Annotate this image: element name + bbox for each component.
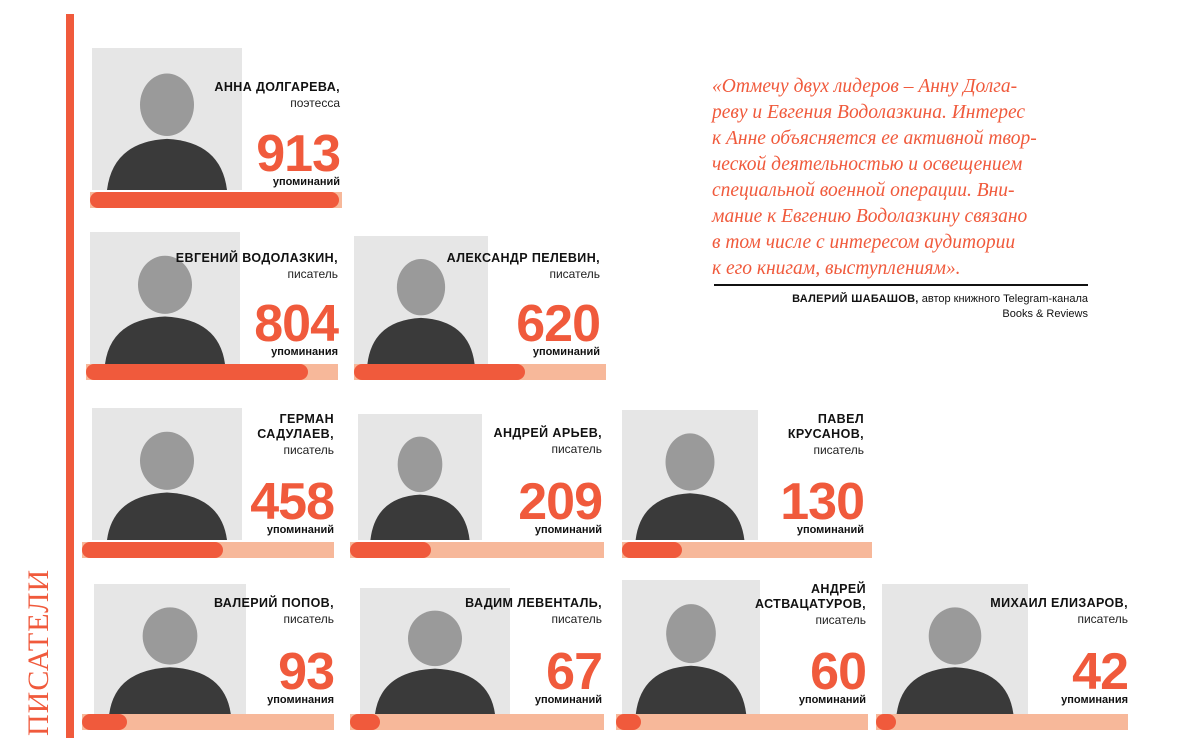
mentions-bar-track — [86, 364, 338, 380]
mentions-bar-fill — [616, 714, 641, 730]
writer-role: писатель — [551, 442, 602, 456]
mentions-bar-track — [82, 714, 334, 730]
writer-photo — [358, 414, 482, 540]
mentions-bar-track — [876, 714, 1128, 730]
mentions-count: 130 — [780, 473, 865, 531]
mentions-bar-fill — [82, 542, 223, 558]
mentions-count: 67 — [546, 643, 603, 701]
writer-photo — [94, 584, 246, 714]
mentions-unit: упоминаний — [534, 694, 602, 706]
mentions-unit: упоминаний — [796, 524, 864, 536]
mentions-unit: упоминания — [271, 346, 338, 358]
writer-photo — [622, 410, 758, 540]
writer-photo — [92, 408, 242, 540]
writer-name: АНДРЕЙ АСТВАЦАТУРОВ, — [754, 582, 866, 611]
writer-role: писатель — [815, 613, 866, 627]
mentions-unit: упоминаний — [532, 346, 600, 358]
writer-role: писатель — [813, 443, 864, 457]
portrait-icon — [358, 414, 482, 540]
quote-author-role: автор книжного Telegram-канала — [918, 293, 1088, 305]
writer-photo — [360, 588, 510, 714]
mentions-bar-fill — [622, 542, 682, 558]
mentions-bar-track — [90, 192, 342, 208]
mentions-count: 60 — [810, 643, 867, 701]
quote-author: ВАЛЕРИЙ ШАБАШОВ, — [792, 293, 919, 305]
mentions-bar-fill — [354, 364, 525, 380]
mentions-bar-track — [622, 542, 872, 558]
quote-author-channel: Books & Reviews — [1002, 308, 1088, 320]
mentions-count: 620 — [516, 295, 601, 353]
writer-role: писатель — [283, 612, 334, 626]
mentions-bar-fill — [86, 364, 308, 380]
writer-name: АННА ДОЛГАРЕВА, — [214, 80, 340, 94]
writer-name: ВАДИМ ЛЕВЕНТАЛЬ, — [465, 596, 602, 610]
mentions-bar-fill — [90, 192, 339, 208]
mentions-unit: упоминаний — [266, 524, 334, 536]
writer-role: писатель — [551, 612, 602, 626]
quote-attribution: ВАЛЕРИЙ ШАБАШОВ, автор книжного Telegram… — [714, 292, 1088, 322]
mentions-unit: упоминаний — [534, 524, 602, 536]
mentions-count: 93 — [278, 643, 335, 701]
mentions-bar-track — [350, 714, 604, 730]
writer-role: писатель — [549, 267, 600, 281]
accent-vertical-bar — [66, 14, 74, 738]
writer-name: ПАВЕЛ КРУСАНОВ, — [787, 412, 864, 441]
section-label: ПИСАТЕЛИ — [22, 568, 55, 736]
mentions-count: 209 — [518, 473, 603, 531]
writer-name: ГЕРМАН САДУЛАЕВ, — [257, 412, 334, 441]
mentions-bar-track — [616, 714, 868, 730]
portrait-icon — [354, 236, 488, 364]
portrait-icon — [92, 408, 242, 540]
quote-text: «Отмечу двух лидеров – Анну Долга- реву … — [712, 76, 1037, 279]
writer-name: ЕВГЕНИЙ ВОДОЛАЗКИН, — [175, 251, 338, 265]
portrait-icon — [882, 584, 1028, 714]
mentions-bar-track — [350, 542, 604, 558]
mentions-unit: упоминания — [1061, 694, 1128, 706]
writer-photo — [90, 232, 240, 364]
portrait-icon — [92, 48, 242, 190]
writer-name: АЛЕКСАНДР ПЕЛЕВИН, — [446, 251, 600, 265]
portrait-icon — [360, 588, 510, 714]
mentions-count: 42 — [1072, 643, 1129, 701]
mentions-bar-fill — [876, 714, 896, 730]
portrait-icon — [622, 410, 758, 540]
portrait-icon — [90, 232, 240, 364]
writer-name: МИХАИЛ ЕЛИЗАРОВ, — [990, 596, 1128, 610]
mentions-bar-fill — [350, 542, 431, 558]
mentions-count: 913 — [256, 125, 341, 183]
writer-name: ВАЛЕРИЙ ПОПОВ, — [214, 596, 334, 610]
quote-divider — [714, 284, 1088, 286]
mentions-bar-fill — [350, 714, 380, 730]
portrait-icon — [622, 580, 760, 714]
writer-photo — [354, 236, 488, 364]
writer-role: писатель — [1077, 612, 1128, 626]
mentions-unit: упоминания — [267, 694, 334, 706]
writer-role: поэтесса — [290, 96, 340, 110]
mentions-unit: упоминаний — [272, 176, 340, 188]
portrait-icon — [94, 584, 246, 714]
writer-photo — [622, 580, 760, 714]
mentions-bar-track — [82, 542, 334, 558]
mentions-count: 804 — [254, 295, 339, 353]
writer-role: писатель — [287, 267, 338, 281]
writer-photo — [92, 48, 242, 190]
mentions-count: 458 — [250, 473, 335, 531]
mentions-bar-track — [354, 364, 606, 380]
writer-name: АНДРЕЙ АРЬЕВ, — [493, 426, 602, 440]
mentions-bar-fill — [82, 714, 127, 730]
writer-photo — [882, 584, 1028, 714]
writer-role: писатель — [283, 443, 334, 457]
mentions-unit: упоминаний — [798, 694, 866, 706]
